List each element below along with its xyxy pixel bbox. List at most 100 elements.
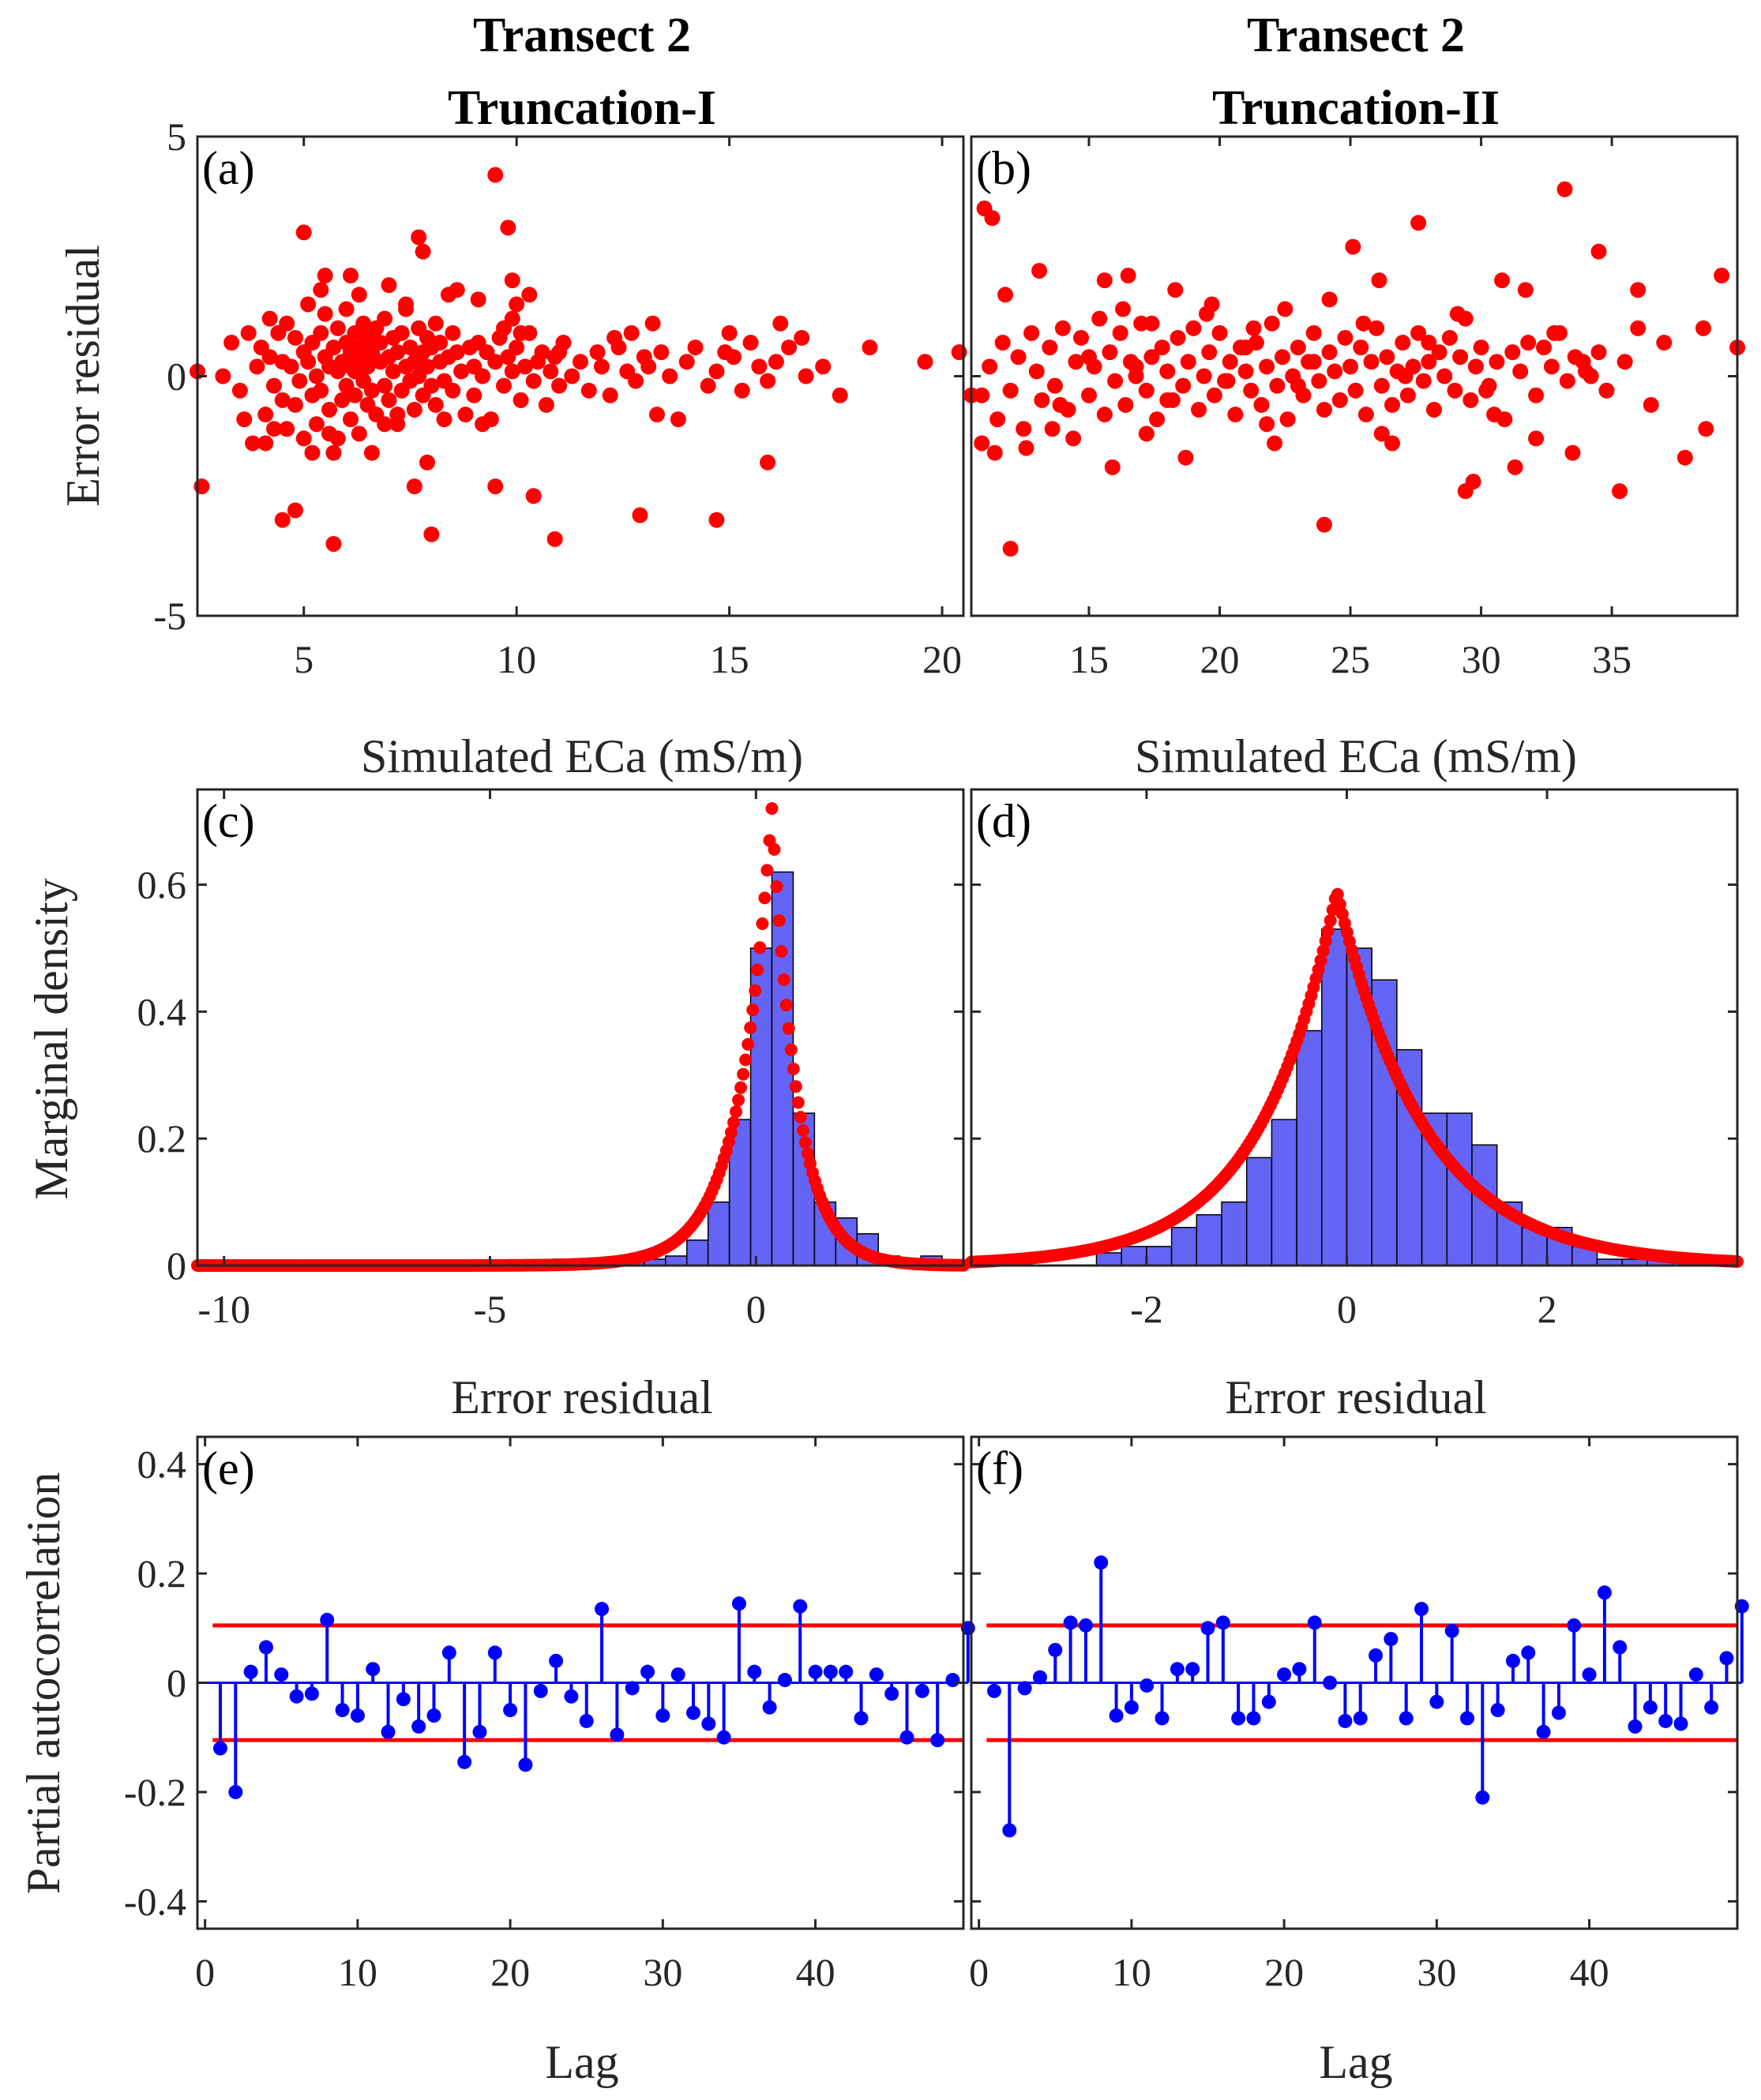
density-point: [742, 1037, 755, 1051]
scatter-point: [538, 396, 554, 413]
pacf-marker: [564, 1689, 579, 1704]
panel-label-f: (f): [976, 1442, 1023, 1494]
scatter-point: [1399, 387, 1416, 403]
scatter-point: [231, 382, 248, 399]
pacf-marker: [350, 1708, 365, 1723]
scatter-point: [1159, 363, 1176, 380]
panel-label-a: (a): [202, 142, 255, 194]
fitted-density-d: [965, 887, 1744, 1269]
scatter-point: [504, 363, 520, 380]
scatter-point: [832, 387, 848, 403]
scatter-point: [1504, 344, 1521, 361]
scatter-point: [917, 354, 933, 370]
pacf-marker: [1215, 1615, 1230, 1630]
pacf-marker: [579, 1713, 594, 1728]
scatter-point: [300, 354, 317, 370]
scatter-point: [1065, 430, 1082, 447]
scatter-point: [1467, 358, 1484, 375]
scatter-point: [708, 363, 725, 380]
scatter-point: [1259, 358, 1275, 375]
scatter-point: [475, 368, 491, 384]
panel-label-b: (b): [976, 142, 1031, 194]
histogram-bars-d: [971, 928, 1723, 1266]
scatter-point: [355, 315, 372, 332]
scatter-point: [1010, 349, 1027, 366]
scatter-point: [363, 444, 380, 461]
pacf-marker: [823, 1664, 838, 1679]
scatter-point: [1115, 301, 1132, 317]
scatter-point: [415, 243, 431, 260]
scatter-point: [432, 335, 449, 351]
pacf-marker: [1582, 1667, 1597, 1682]
density-point: [1319, 935, 1332, 948]
pacf-marker: [549, 1653, 564, 1668]
axes-frame-d: [970, 788, 1739, 1267]
density-point: [782, 1022, 795, 1035]
scatter-point: [1290, 377, 1306, 394]
scatter-point: [343, 411, 359, 428]
scatter-point: [1695, 320, 1711, 336]
scatter-point: [606, 329, 623, 346]
pacf-marker: [701, 1716, 716, 1731]
scatter-point: [1517, 282, 1534, 298]
density-point: [796, 1123, 809, 1137]
pacf-marker: [381, 1724, 396, 1739]
xtick-label-a: 10: [497, 637, 536, 681]
scatter-point: [1590, 344, 1607, 361]
pacf-marker: [366, 1662, 381, 1677]
pacf-marker: [396, 1692, 411, 1707]
scatter-point: [1714, 268, 1730, 284]
scatter-point: [287, 502, 303, 519]
scatter-point: [1345, 238, 1361, 255]
pacf-marker: [1688, 1667, 1703, 1682]
pacf-marker: [228, 1784, 243, 1799]
scatter-point: [700, 377, 716, 394]
scatter-point: [1305, 324, 1322, 341]
scatter-point: [1357, 407, 1374, 423]
scatter-point: [1290, 339, 1306, 356]
scatter-point: [500, 219, 516, 236]
scatter-point: [1177, 449, 1194, 466]
scatter-point: [628, 373, 644, 389]
scatter-point: [457, 407, 474, 423]
ytick-label-e: -0.4: [124, 1879, 186, 1923]
scatter-point: [1441, 329, 1458, 346]
pacf-marker: [1613, 1640, 1628, 1655]
scatter-point: [423, 377, 440, 394]
scatter-point: [363, 382, 380, 399]
scatter-point: [377, 377, 393, 394]
scatter-point: [1486, 407, 1503, 423]
scatter-point: [1002, 382, 1019, 399]
scatter-point: [1507, 459, 1523, 475]
scatter-point: [573, 354, 588, 370]
scatter-point: [1373, 377, 1390, 394]
scatter-point: [385, 363, 401, 380]
histogram-bar: [665, 1255, 688, 1266]
pacf-marker: [1063, 1615, 1078, 1630]
density-point: [730, 1105, 743, 1119]
xtick-label-b: 30: [1462, 637, 1501, 681]
pacf-marker: [625, 1681, 640, 1696]
xtick-label-c: 0: [746, 1287, 766, 1331]
scatter-point: [662, 368, 678, 384]
xlabel-b: Simulated ECa (mS/m): [1135, 730, 1577, 782]
scatter-point: [261, 310, 278, 327]
pacf-marker: [1048, 1642, 1063, 1657]
xtick-label-a: 15: [710, 637, 749, 681]
scatter-point: [240, 324, 257, 341]
scatter-point: [1206, 387, 1222, 403]
xtick-label-e: 20: [490, 1950, 530, 1994]
pacf-marker: [1323, 1675, 1338, 1690]
scatter-point: [1028, 363, 1045, 380]
scatter-point: [406, 401, 422, 418]
scatter-point: [1243, 382, 1260, 399]
density-point: [794, 1111, 807, 1124]
scatter-point: [1331, 392, 1348, 408]
pacf-marker: [1261, 1694, 1276, 1709]
density-point: [789, 1080, 802, 1093]
pacf-marker: [670, 1667, 685, 1682]
scatter-point: [1630, 282, 1646, 298]
xtick-label-c: -10: [197, 1287, 250, 1331]
scatter-point: [1327, 363, 1343, 380]
